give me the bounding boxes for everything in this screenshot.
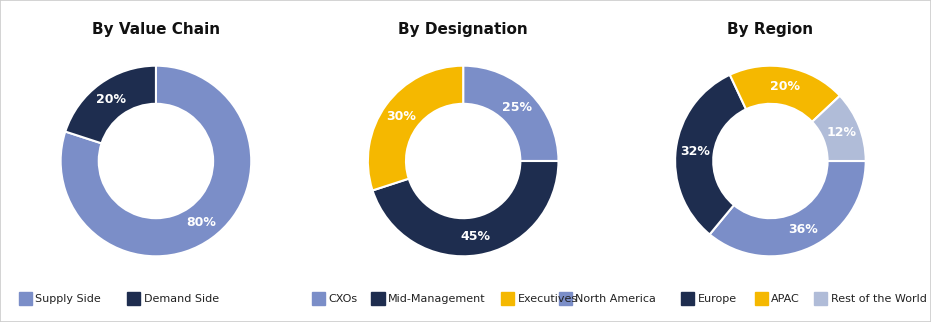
Wedge shape bbox=[709, 161, 866, 256]
Wedge shape bbox=[61, 66, 251, 256]
Title: By Region: By Region bbox=[727, 22, 814, 36]
Text: APAC: APAC bbox=[771, 294, 800, 304]
Text: Mid-Management: Mid-Management bbox=[388, 294, 486, 304]
Text: 80%: 80% bbox=[186, 216, 216, 229]
Bar bbox=[19, 292, 32, 305]
Wedge shape bbox=[730, 66, 840, 122]
Bar bbox=[312, 292, 325, 305]
Text: 20%: 20% bbox=[770, 80, 800, 93]
Bar bbox=[681, 292, 695, 305]
Text: CXOs: CXOs bbox=[329, 294, 358, 304]
Text: Supply Side: Supply Side bbox=[35, 294, 101, 304]
Wedge shape bbox=[812, 96, 866, 161]
Text: 20%: 20% bbox=[96, 93, 126, 106]
Bar bbox=[501, 292, 514, 305]
Wedge shape bbox=[675, 75, 746, 234]
Text: 45%: 45% bbox=[460, 230, 490, 243]
Wedge shape bbox=[368, 66, 464, 190]
Wedge shape bbox=[65, 66, 156, 143]
Title: By Designation: By Designation bbox=[398, 22, 528, 36]
Text: Executives: Executives bbox=[518, 294, 578, 304]
Text: Rest of the World: Rest of the World bbox=[830, 294, 926, 304]
Bar bbox=[371, 292, 385, 305]
Text: 32%: 32% bbox=[680, 145, 709, 158]
Bar bbox=[127, 292, 140, 305]
Text: 30%: 30% bbox=[386, 110, 416, 123]
Text: Europe: Europe bbox=[698, 294, 737, 304]
Wedge shape bbox=[372, 161, 559, 256]
Text: North America: North America bbox=[575, 294, 656, 304]
Text: 36%: 36% bbox=[788, 223, 817, 236]
Bar bbox=[754, 292, 767, 305]
Text: Primary Sources: Primary Sources bbox=[388, 13, 543, 31]
Bar bbox=[559, 292, 572, 305]
Text: 25%: 25% bbox=[502, 100, 533, 114]
Bar bbox=[814, 292, 828, 305]
Title: By Value Chain: By Value Chain bbox=[92, 22, 220, 36]
Text: Demand Side: Demand Side bbox=[143, 294, 219, 304]
Text: 12%: 12% bbox=[827, 127, 857, 139]
Wedge shape bbox=[463, 66, 559, 161]
